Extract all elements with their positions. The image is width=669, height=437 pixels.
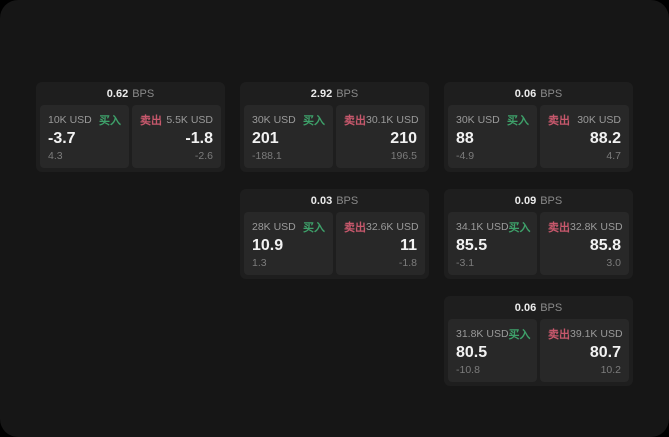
buy-delta: 4.3 <box>48 150 63 162</box>
sell-amount: 30.1K USD <box>366 114 419 126</box>
buy-price: 201 <box>252 130 279 147</box>
quote-card: 2.92 BPS 30K USD 买入 201 -188.1 卖出 30.1K … <box>240 82 429 172</box>
bps-spread-header: 0.06 BPS <box>444 296 633 319</box>
sell-delta: 4.7 <box>606 150 621 162</box>
bps-value: 0.06 <box>514 301 537 314</box>
sell-side-label: 卖出 <box>140 115 162 127</box>
bps-unit-label: BPS <box>336 87 359 100</box>
buy-amount: 30K USD <box>456 114 500 126</box>
sell-side-label: 卖出 <box>548 329 570 341</box>
bps-value: 0.06 <box>514 87 537 100</box>
sell-price: 88.2 <box>589 130 621 147</box>
sell-side-label: 卖出 <box>548 222 570 234</box>
buy-side-label: 买入 <box>303 222 325 234</box>
buy-delta: -3.1 <box>456 257 475 269</box>
sell-quote-panel[interactable]: 卖出 5.5K USD -1.8 -2.6 <box>132 105 221 168</box>
sell-amount: 30K USD <box>577 114 621 126</box>
bps-value: 0.03 <box>310 194 333 207</box>
buy-side-label: 买入 <box>303 115 325 127</box>
sell-side-label: 卖出 <box>548 115 570 127</box>
bps-spread-header: 0.62 BPS <box>36 82 225 105</box>
bps-value: 0.09 <box>514 194 537 207</box>
buy-quote-panel[interactable]: 10K USD 买入 -3.7 4.3 <box>40 105 129 168</box>
buy-price: -3.7 <box>48 130 76 147</box>
buy-quote-panel[interactable]: 30K USD 买入 88 -4.9 <box>448 105 537 168</box>
buy-side-label: 买入 <box>507 115 529 127</box>
bps-spread-header: 0.03 BPS <box>240 189 429 212</box>
buy-delta: 1.3 <box>252 257 267 269</box>
buy-delta: -4.9 <box>456 150 475 162</box>
quote-card: 0.06 BPS 30K USD 买入 88 -4.9 卖出 30K USD 8… <box>444 82 633 172</box>
sell-amount: 32.6K USD <box>366 221 419 233</box>
bps-spread-header: 2.92 BPS <box>240 82 429 105</box>
bps-unit-label: BPS <box>336 194 359 207</box>
sell-delta: -2.6 <box>194 150 213 162</box>
bps-value: 2.92 <box>310 87 333 100</box>
buy-side-label: 买入 <box>99 115 121 127</box>
sell-delta: 3.0 <box>606 257 621 269</box>
buy-amount: 31.8K USD <box>456 328 509 340</box>
sell-quote-panel[interactable]: 卖出 39.1K USD 80.7 10.2 <box>540 319 629 382</box>
buy-quote-panel[interactable]: 28K USD 买入 10.9 1.3 <box>244 212 333 275</box>
bps-unit-label: BPS <box>132 87 155 100</box>
sell-amount: 39.1K USD <box>570 328 623 340</box>
buy-price: 80.5 <box>456 344 488 361</box>
buy-amount: 10K USD <box>48 114 92 126</box>
buy-side-label: 买入 <box>508 222 531 234</box>
quote-card: 0.62 BPS 10K USD 买入 -3.7 4.3 卖出 5.5K USD… <box>36 82 225 172</box>
buy-amount: 34.1K USD <box>456 221 509 233</box>
sell-price: -1.8 <box>185 130 213 147</box>
buy-side-label: 买入 <box>508 329 531 341</box>
sell-price: 210 <box>390 130 417 147</box>
buy-quote-panel[interactable]: 30K USD 买入 201 -188.1 <box>244 105 333 168</box>
sell-price: 85.8 <box>589 237 621 254</box>
bps-spread-header: 0.06 BPS <box>444 82 633 105</box>
sell-quote-panel[interactable]: 卖出 30K USD 88.2 4.7 <box>540 105 629 168</box>
buy-amount: 30K USD <box>252 114 296 126</box>
sell-delta: 196.5 <box>390 150 417 162</box>
buy-price: 10.9 <box>252 237 284 254</box>
sell-delta: 10.2 <box>600 364 621 376</box>
buy-delta: -188.1 <box>252 150 282 162</box>
sell-price: 11 <box>400 237 417 254</box>
sell-quote-panel[interactable]: 卖出 32.6K USD 11 -1.8 <box>336 212 425 275</box>
buy-quote-panel[interactable]: 31.8K USD 买入 80.5 -10.8 <box>448 319 537 382</box>
quote-card: 0.03 BPS 28K USD 买入 10.9 1.3 卖出 32.6K US… <box>240 189 429 279</box>
bps-spread-header: 0.09 BPS <box>444 189 633 212</box>
sell-quote-panel[interactable]: 卖出 30.1K USD 210 196.5 <box>336 105 425 168</box>
sell-price: 80.7 <box>589 344 621 361</box>
bps-unit-label: BPS <box>540 194 563 207</box>
sell-amount: 32.8K USD <box>570 221 623 233</box>
bps-value: 0.62 <box>106 87 129 100</box>
sell-side-label: 卖出 <box>344 222 366 234</box>
buy-quote-panel[interactable]: 34.1K USD 买入 85.5 -3.1 <box>448 212 537 275</box>
sell-amount: 5.5K USD <box>166 114 213 126</box>
buy-price: 85.5 <box>456 237 488 254</box>
bps-unit-label: BPS <box>540 301 563 314</box>
bps-unit-label: BPS <box>540 87 563 100</box>
sell-side-label: 卖出 <box>344 115 366 127</box>
buy-amount: 28K USD <box>252 221 296 233</box>
quote-card: 0.06 BPS 31.8K USD 买入 80.5 -10.8 卖出 39.1… <box>444 296 633 386</box>
buy-delta: -10.8 <box>456 364 480 376</box>
buy-price: 88 <box>456 130 474 147</box>
sell-quote-panel[interactable]: 卖出 32.8K USD 85.8 3.0 <box>540 212 629 275</box>
quote-card: 0.09 BPS 34.1K USD 买入 85.5 -3.1 卖出 32.8K… <box>444 189 633 279</box>
sell-delta: -1.8 <box>398 257 417 269</box>
